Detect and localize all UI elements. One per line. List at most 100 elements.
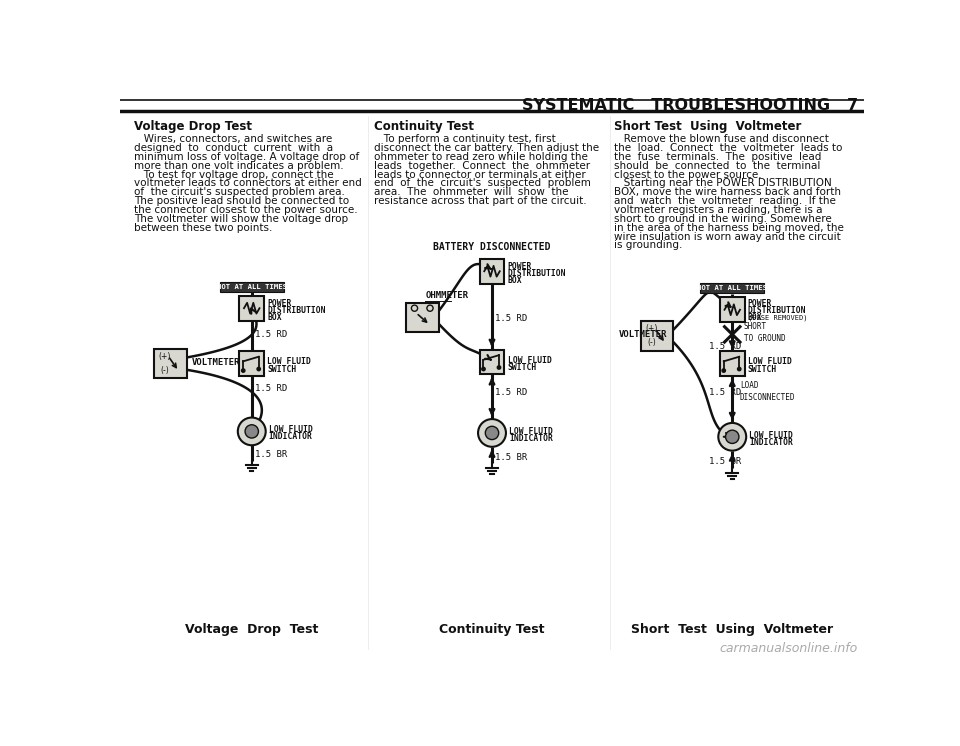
- Text: (FUSE REMOVED): (FUSE REMOVED): [748, 314, 807, 321]
- Text: leads to connector or terminals at either: leads to connector or terminals at eithe…: [374, 169, 586, 180]
- Text: and  watch  the  voltmeter  reading.  If the: and watch the voltmeter reading. If the: [614, 196, 836, 206]
- Text: LOAD
DISCONNECTED: LOAD DISCONNECTED: [740, 381, 796, 402]
- Text: DISTRIBUTION: DISTRIBUTION: [748, 306, 806, 315]
- Text: voltmeter leads to connectors at either end: voltmeter leads to connectors at either …: [134, 178, 362, 189]
- Text: Voltage Drop Test: Voltage Drop Test: [134, 120, 252, 134]
- Text: HOT AT ALL TIMES: HOT AT ALL TIMES: [697, 285, 767, 291]
- Text: OHMMETER: OHMMETER: [425, 292, 468, 301]
- Text: BATTERY DISCONNECTED: BATTERY DISCONNECTED: [433, 242, 551, 251]
- Text: BOX: BOX: [748, 313, 762, 322]
- Text: carmanualsonline.info: carmanualsonline.info: [720, 642, 858, 655]
- FancyBboxPatch shape: [239, 351, 264, 376]
- Text: DISTRIBUTION: DISTRIBUTION: [508, 269, 566, 278]
- Text: Starting near the POWER DISTRIBUTION: Starting near the POWER DISTRIBUTION: [614, 178, 832, 189]
- Text: VOLTMETER: VOLTMETER: [192, 357, 240, 366]
- Text: Short Test  Using  Voltmeter: Short Test Using Voltmeter: [614, 120, 802, 134]
- Text: Wires, connectors, and switches are: Wires, connectors, and switches are: [134, 134, 332, 144]
- Text: area.  The  ohmmeter  will  show  the: area. The ohmmeter will show the: [374, 187, 568, 197]
- Text: closest to the power source.: closest to the power source.: [614, 169, 762, 180]
- FancyBboxPatch shape: [239, 296, 264, 321]
- Text: To test for voltage drop, connect the: To test for voltage drop, connect the: [134, 169, 333, 180]
- FancyBboxPatch shape: [220, 282, 283, 292]
- Text: VOLTMETER: VOLTMETER: [618, 330, 666, 339]
- Text: (-): (-): [160, 366, 169, 375]
- Text: wire insulation is worn away and the circuit: wire insulation is worn away and the cir…: [614, 231, 841, 242]
- Text: LOW FLUID: LOW FLUID: [269, 425, 313, 434]
- Text: the  load.  Connect  the  voltmeter  leads to: the load. Connect the voltmeter leads to: [614, 143, 843, 153]
- Text: in the area of the harness being moved, the: in the area of the harness being moved, …: [614, 223, 845, 233]
- FancyBboxPatch shape: [641, 322, 673, 351]
- Circle shape: [245, 424, 258, 438]
- FancyBboxPatch shape: [720, 298, 745, 322]
- Text: more than one volt indicates a problem.: more than one volt indicates a problem.: [134, 160, 344, 171]
- Text: (+): (+): [645, 325, 658, 333]
- Text: 1.5 RD: 1.5 RD: [709, 389, 741, 398]
- FancyBboxPatch shape: [155, 349, 186, 378]
- Text: (-): (-): [647, 339, 656, 348]
- FancyBboxPatch shape: [406, 303, 439, 332]
- Text: leads  together.  Connect  the  ohmmeter: leads together. Connect the ohmmeter: [374, 160, 590, 171]
- Text: of  the circuit's suspected problem area.: of the circuit's suspected problem area.: [134, 187, 345, 197]
- Text: LOW FLUID: LOW FLUID: [267, 357, 311, 366]
- Text: Continuity Test: Continuity Test: [440, 623, 544, 636]
- Text: INDICATOR: INDICATOR: [750, 438, 793, 447]
- Circle shape: [726, 430, 739, 443]
- Circle shape: [722, 369, 726, 372]
- Text: should  be  connected  to  the  terminal: should be connected to the terminal: [614, 160, 821, 171]
- Text: SWITCH: SWITCH: [267, 365, 297, 374]
- Text: INDICATOR: INDICATOR: [269, 433, 313, 442]
- Text: HOT AT ALL TIMES: HOT AT ALL TIMES: [217, 283, 287, 289]
- Text: DISTRIBUTION: DISTRIBUTION: [267, 306, 325, 315]
- Circle shape: [478, 419, 506, 447]
- Text: disconnect the car battery. Then adjust the: disconnect the car battery. Then adjust …: [374, 143, 599, 153]
- Text: minimum loss of voltage. A voltage drop of: minimum loss of voltage. A voltage drop …: [134, 152, 359, 162]
- Circle shape: [718, 423, 746, 451]
- FancyBboxPatch shape: [701, 283, 764, 293]
- Circle shape: [242, 369, 245, 372]
- Text: 1.5 BR: 1.5 BR: [495, 453, 527, 462]
- Text: The positive lead should be connected to: The positive lead should be connected to: [134, 196, 349, 206]
- Text: Short  Test  Using  Voltmeter: Short Test Using Voltmeter: [631, 623, 833, 636]
- Text: end  of  the  circuit's  suspected  problem: end of the circuit's suspected problem: [374, 178, 591, 189]
- Text: resistance across that part of the circuit.: resistance across that part of the circu…: [374, 196, 587, 206]
- Text: POWER: POWER: [508, 262, 532, 271]
- Text: 1.5 BR: 1.5 BR: [254, 450, 287, 459]
- Text: LOW FLUID: LOW FLUID: [508, 356, 551, 365]
- Text: 1.5 BR: 1.5 BR: [709, 457, 741, 466]
- Circle shape: [497, 366, 501, 369]
- Text: To perform a continuity test, first: To perform a continuity test, first: [374, 134, 556, 144]
- Text: 1.5 RD: 1.5 RD: [495, 389, 527, 398]
- Text: Continuity Test: Continuity Test: [374, 120, 474, 134]
- Text: the  fuse  terminals.  The  positive  lead: the fuse terminals. The positive lead: [614, 152, 822, 162]
- Text: (+): (+): [158, 352, 171, 361]
- Text: ohmmeter to read zero while holding the: ohmmeter to read zero while holding the: [374, 152, 588, 162]
- Text: BOX: BOX: [508, 276, 522, 285]
- Text: LOW FLUID: LOW FLUID: [509, 427, 553, 436]
- Text: SWITCH: SWITCH: [748, 365, 777, 374]
- Text: the connector closest to the power source.: the connector closest to the power sourc…: [134, 205, 357, 215]
- Text: 1.5 RD: 1.5 RD: [709, 342, 741, 351]
- Text: is grounding.: is grounding.: [614, 240, 683, 251]
- FancyBboxPatch shape: [480, 350, 504, 374]
- Text: POWER: POWER: [748, 299, 772, 308]
- Text: voltmeter registers a reading, there is a: voltmeter registers a reading, there is …: [614, 205, 823, 215]
- Text: LOW FLUID: LOW FLUID: [748, 357, 792, 366]
- Text: short to ground in the wiring. Somewhere: short to ground in the wiring. Somewhere: [614, 214, 832, 224]
- Circle shape: [486, 426, 498, 439]
- Text: The voltmeter will show the voltage drop: The voltmeter will show the voltage drop: [134, 214, 348, 224]
- Text: 1.5 RD: 1.5 RD: [495, 315, 527, 324]
- Text: 1.5 RD: 1.5 RD: [254, 330, 287, 339]
- Text: 1.5 RD: 1.5 RD: [254, 383, 287, 393]
- Circle shape: [482, 367, 485, 371]
- Circle shape: [427, 305, 433, 311]
- Text: between these two points.: between these two points.: [134, 223, 273, 233]
- Text: POWER: POWER: [267, 299, 292, 308]
- Text: BOX, move the wire harness back and forth: BOX, move the wire harness back and fort…: [614, 187, 842, 197]
- FancyBboxPatch shape: [720, 351, 745, 376]
- Text: LOW FLUID: LOW FLUID: [750, 430, 793, 439]
- Circle shape: [238, 418, 266, 445]
- Text: SHORT
TO GROUND: SHORT TO GROUND: [744, 322, 785, 343]
- Text: SWITCH: SWITCH: [508, 363, 537, 372]
- Text: Remove the blown fuse and disconnect: Remove the blown fuse and disconnect: [614, 134, 829, 144]
- Circle shape: [737, 367, 741, 371]
